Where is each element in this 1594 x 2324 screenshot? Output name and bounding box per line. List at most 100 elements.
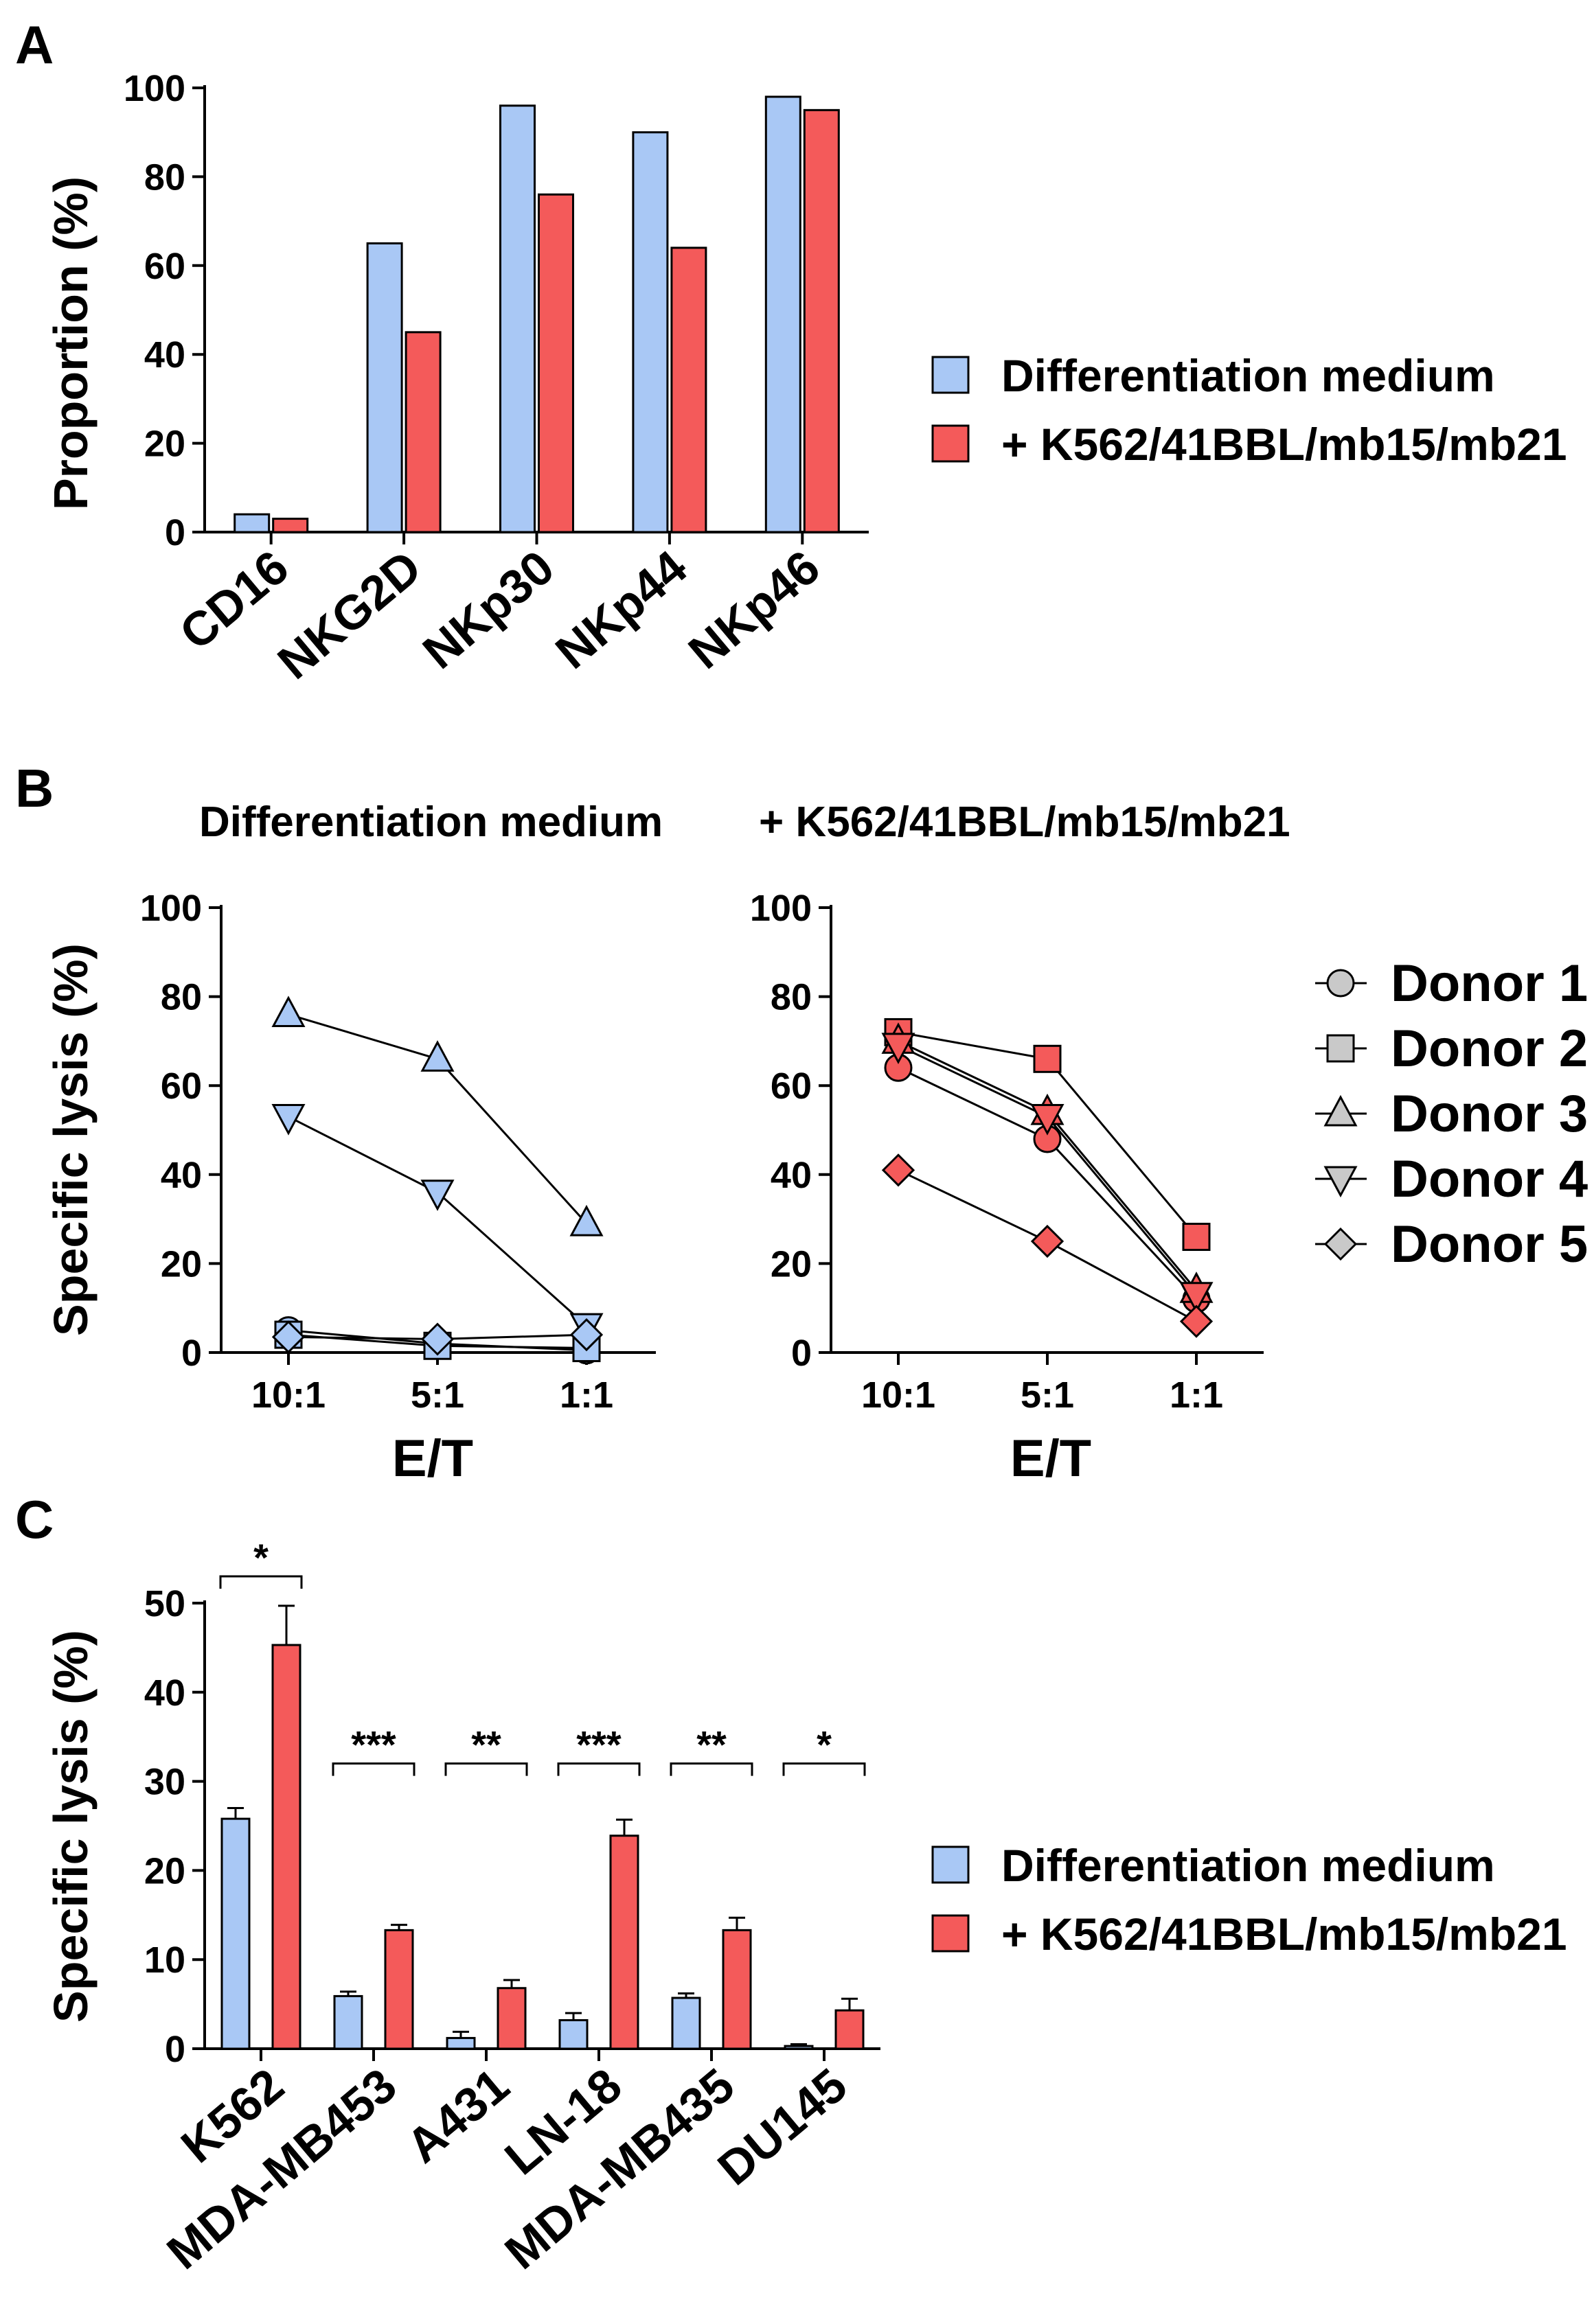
panel-a-category-label: NKp46 bbox=[679, 540, 830, 679]
panel-c-significance-bracket bbox=[557, 1762, 641, 1776]
panel-a-bar-cd16-k562 bbox=[272, 518, 309, 533]
panel-b-left-point-donor-5 bbox=[569, 1318, 604, 1352]
panel-b-right-y-tick-label: 80 bbox=[771, 977, 812, 1018]
panel-label-b: B bbox=[15, 758, 54, 818]
panel-b-line-charts: Differentiation medium + K562/41BBL/mb15… bbox=[44, 798, 1588, 1488]
panel-a-category-label: NKp30 bbox=[413, 540, 564, 679]
panel-c-y-tick-label: 10 bbox=[144, 1940, 185, 1981]
panel-b-left-title: Differentiation medium bbox=[199, 798, 663, 846]
panel-c-y-tick-label: 20 bbox=[144, 1850, 185, 1891]
panel-a-bar-nkp44-differentiation bbox=[632, 131, 669, 533]
legend-label-donor-5: Donor 5 bbox=[1391, 1215, 1588, 1274]
panel-c-category-label: A431 bbox=[396, 2058, 519, 2173]
panel-c-bar-mda-mb453-differentiation bbox=[333, 1994, 363, 2050]
panel-c-significance-label: * bbox=[253, 1536, 269, 1579]
panel-c-significance-bracket bbox=[670, 1762, 753, 1776]
panel-c-y-tick-label: 50 bbox=[144, 1583, 185, 1624]
panel-b-right-point-donor-4 bbox=[881, 1033, 915, 1065]
panel-b-right-point-donor-2 bbox=[1033, 1044, 1062, 1073]
panel-c-bar-a431-differentiation bbox=[446, 2036, 476, 2050]
panel-b-left-point-donor-5 bbox=[420, 1322, 455, 1356]
panel-b-right-point-donor-4 bbox=[1030, 1104, 1064, 1136]
panel-c-bar-du145-k562 bbox=[834, 2009, 865, 2050]
panel-c-significance-label: ** bbox=[471, 1723, 501, 1767]
panel-b-left-y-tick-label: 80 bbox=[161, 977, 202, 1018]
panel-b-donor-legend: Donor 1 Donor 2 Donor 3 Donor 4 Donor 5 bbox=[1315, 954, 1588, 1274]
panel-c-y-tick-label: 30 bbox=[144, 1762, 185, 1803]
panel-b-right-y-tick-label: 60 bbox=[771, 1066, 812, 1107]
panel-b-right-x-axis-label: E/T bbox=[1010, 1429, 1091, 1488]
panel-c-bar-mda-mb453-k562 bbox=[384, 1929, 414, 2050]
legend-label-donor-2: Donor 2 bbox=[1391, 1020, 1588, 1078]
panel-a-bar-nkp46-k562 bbox=[803, 108, 840, 533]
panel-b-right-x-tick-label: 1:1 bbox=[1170, 1374, 1223, 1416]
panel-c-category-label: DU145 bbox=[708, 2058, 857, 2196]
panel-a-category-label: NKp44 bbox=[546, 540, 697, 679]
panel-c-y-tick-label: 40 bbox=[144, 1672, 185, 1714]
panel-b-left-y-tick-label: 60 bbox=[161, 1066, 202, 1107]
panel-c-bar-a431-k562 bbox=[497, 1987, 527, 2050]
panel-b-left-y-tick-label: 100 bbox=[140, 888, 202, 929]
panel-b-right-point-donor-2 bbox=[1182, 1223, 1211, 1252]
legend-marker-donor-1 bbox=[1326, 969, 1355, 998]
legend-swatch-differentiation bbox=[931, 1845, 970, 1884]
panel-c-y-tick-label: 0 bbox=[165, 2029, 185, 2070]
panel-c-bar-du145-differentiation bbox=[784, 2045, 814, 2050]
legend-label-differentiation: Differentiation medium bbox=[1001, 350, 1495, 401]
panel-a-y-tick-label: 100 bbox=[124, 68, 185, 109]
panel-a-y-tick-label: 40 bbox=[144, 334, 185, 376]
panel-label-a: A bbox=[15, 14, 54, 75]
legend-label-k562: + K562/41BBL/mb15/mb21 bbox=[1001, 1909, 1567, 1959]
panel-c-significance-label: ** bbox=[696, 1723, 727, 1767]
panel-b-right-x-tick-label: 10:1 bbox=[861, 1374, 935, 1416]
legend-label-k562: + K562/41BBL/mb15/mb21 bbox=[1001, 419, 1567, 470]
legend-label-donor-4: Donor 4 bbox=[1391, 1150, 1588, 1208]
panel-a-category-label: NKG2D bbox=[268, 540, 431, 689]
panel-c-significance-bracket bbox=[332, 1762, 415, 1776]
panel-b-left-point-donor-5 bbox=[271, 1320, 306, 1354]
legend-marker-donor-4 bbox=[1323, 1166, 1358, 1198]
panel-a-bar-nkg2d-differentiation bbox=[366, 242, 403, 533]
panel-b-right-y-tick-label: 100 bbox=[750, 888, 812, 929]
panel-a-y-tick-label: 20 bbox=[144, 424, 185, 465]
panel-a-y-axis-label: Proportion (%) bbox=[44, 176, 98, 510]
legend-label-differentiation: Differentiation medium bbox=[1001, 1840, 1495, 1891]
panel-c-significance-label: *** bbox=[351, 1723, 396, 1767]
panel-b-right-y-tick-label: 0 bbox=[791, 1333, 812, 1374]
panel-label-c: C bbox=[15, 1489, 54, 1550]
panel-c-bar-mda-mb435-k562 bbox=[722, 1929, 752, 2050]
panel-a-bar-nkp46-differentiation bbox=[764, 95, 801, 533]
panel-c-bar-ln-18-k562 bbox=[609, 1834, 639, 2050]
panel-a-y-tick-label: 60 bbox=[144, 246, 185, 287]
panel-a-y-tick-label: 0 bbox=[165, 512, 185, 553]
panel-c-significance-label: *** bbox=[576, 1723, 622, 1767]
legend-label-donor-1: Donor 1 bbox=[1391, 954, 1588, 1013]
panel-c-significance-bracket bbox=[782, 1762, 866, 1776]
panel-b-y-axis-label: Specific lysis (%) bbox=[44, 943, 98, 1336]
panel-a-bar-cd16-differentiation bbox=[234, 513, 271, 533]
legend-swatch-differentiation bbox=[931, 356, 970, 394]
panel-b-left-point-donor-3 bbox=[569, 1204, 604, 1236]
legend-marker-donor-2 bbox=[1326, 1034, 1355, 1063]
panel-b-right-x-tick-label: 5:1 bbox=[1021, 1374, 1074, 1416]
panel-c-bar-mda-mb435-differentiation bbox=[671, 1997, 701, 2050]
panel-b-right-point-donor-4 bbox=[1179, 1282, 1214, 1313]
panel-b-left-x-tick-label: 10:1 bbox=[251, 1374, 326, 1416]
panel-a-bar-nkp44-k562 bbox=[670, 246, 707, 533]
panel-b-left-y-tick-label: 20 bbox=[161, 1243, 202, 1285]
panel-b-left-point-donor-3 bbox=[271, 996, 306, 1028]
panel-a-bar-nkg2d-k562 bbox=[405, 331, 442, 533]
panel-b-right-point-donor-5 bbox=[1179, 1304, 1214, 1338]
panel-b-left-x-tick-label: 5:1 bbox=[411, 1374, 464, 1416]
panel-b-left-y-tick-label: 0 bbox=[181, 1333, 202, 1374]
panel-c-bar-chart: Specific lysis (%) Differentiation mediu… bbox=[44, 1536, 1567, 2279]
panel-c-legend: Differentiation medium + K562/41BBL/mb15… bbox=[931, 1840, 1567, 1959]
panel-c-significance-label: * bbox=[817, 1723, 832, 1767]
panel-c-y-axis-label: Specific lysis (%) bbox=[44, 1630, 98, 2023]
panel-b-right-point-donor-5 bbox=[881, 1153, 915, 1187]
panel-b-left-point-donor-4 bbox=[420, 1180, 455, 1211]
panel-a-legend: Differentiation medium + K562/41BBL/mb15… bbox=[931, 350, 1567, 470]
panel-c-significance-bracket bbox=[444, 1762, 528, 1776]
panel-b-right-point-donor-5 bbox=[1030, 1224, 1064, 1258]
